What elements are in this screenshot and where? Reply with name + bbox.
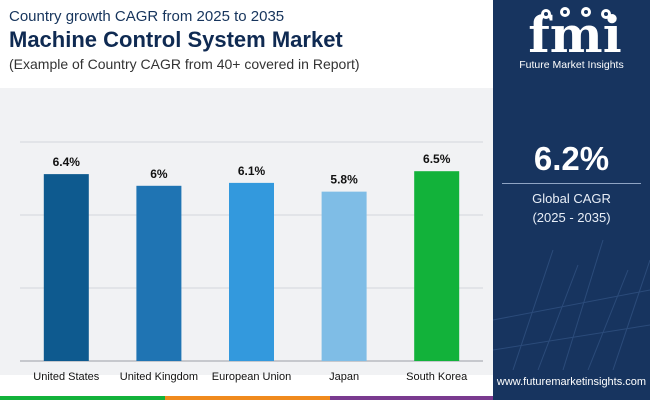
global-cagr-label: Global CAGR (2025 - 2035) [493, 189, 650, 227]
data-label: 6.5% [423, 152, 451, 166]
fmi-logo: fmi [528, 6, 621, 58]
chart-title: Machine Control System Market [9, 27, 343, 52]
data-label: 6.4% [53, 155, 81, 169]
brand-panel: fmi Future Market Insights 6.2% Global C… [493, 0, 650, 400]
bottom-color-stripe [0, 396, 493, 400]
website-link[interactable]: www.futuremarketinsights.com [496, 376, 647, 388]
bar-south-korea [414, 171, 460, 361]
brand-name: Future Market Insights [519, 59, 624, 71]
data-label: 6% [150, 167, 168, 181]
global-cagr-label-text: Global CAGR [532, 191, 611, 206]
bar-japan [321, 191, 367, 361]
x-tick-label: United States [33, 371, 100, 383]
summary-divider [502, 183, 641, 184]
decorative-lines [493, 239, 650, 370]
x-tick-label: Japan [329, 371, 359, 383]
x-tick-label: United Kingdom [120, 371, 198, 383]
bar-chart: 6.4% United States 6% United Kingdom 6.1% Eur… [20, 141, 483, 383]
bar-european-union [229, 182, 274, 361]
global-cagr-period: (2025 - 2035) [532, 210, 611, 225]
chart-example-note: (Example of Country CAGR from 40+ covere… [9, 56, 360, 72]
bar-united-kingdom [136, 185, 182, 361]
bar-united-states [43, 174, 89, 361]
chart-subtitle: Country growth CAGR from 2025 to 2035 [9, 8, 285, 25]
x-tick-label: European Union [212, 371, 292, 383]
data-label: 6.1% [238, 164, 266, 178]
global-cagr-value: 6.2% [533, 140, 610, 177]
x-tick-label: South Korea [406, 371, 468, 383]
data-label: 5.8% [330, 173, 358, 187]
